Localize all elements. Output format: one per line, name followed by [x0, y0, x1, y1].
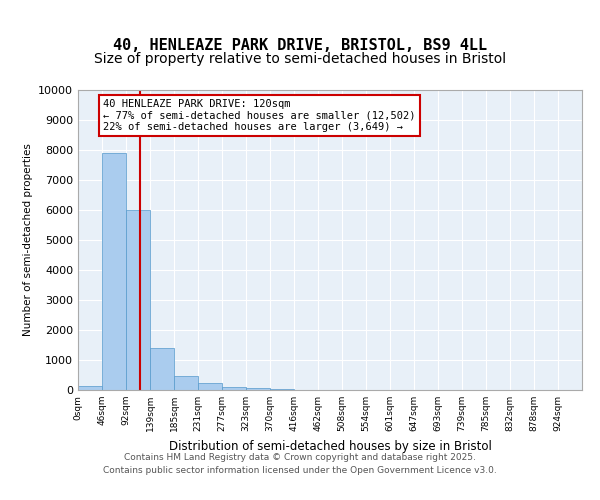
- Bar: [174, 376, 198, 390]
- Text: Contains public sector information licensed under the Open Government Licence v3: Contains public sector information licen…: [103, 466, 497, 475]
- Bar: [222, 386, 245, 390]
- Text: 40 HENLEAZE PARK DRIVE: 120sqm
← 77% of semi-detached houses are smaller (12,502: 40 HENLEAZE PARK DRIVE: 120sqm ← 77% of …: [103, 99, 415, 132]
- Bar: [271, 388, 294, 390]
- Bar: [126, 210, 149, 390]
- Text: Contains HM Land Registry data © Crown copyright and database right 2025.: Contains HM Land Registry data © Crown c…: [124, 454, 476, 462]
- Bar: [78, 386, 102, 390]
- Bar: [246, 388, 269, 390]
- Text: 40, HENLEAZE PARK DRIVE, BRISTOL, BS9 4LL: 40, HENLEAZE PARK DRIVE, BRISTOL, BS9 4L…: [113, 38, 487, 52]
- Bar: [198, 384, 222, 390]
- Text: Size of property relative to semi-detached houses in Bristol: Size of property relative to semi-detach…: [94, 52, 506, 66]
- X-axis label: Distribution of semi-detached houses by size in Bristol: Distribution of semi-detached houses by …: [169, 440, 491, 452]
- Bar: [151, 348, 174, 390]
- Bar: [102, 153, 125, 390]
- Y-axis label: Number of semi-detached properties: Number of semi-detached properties: [23, 144, 32, 336]
